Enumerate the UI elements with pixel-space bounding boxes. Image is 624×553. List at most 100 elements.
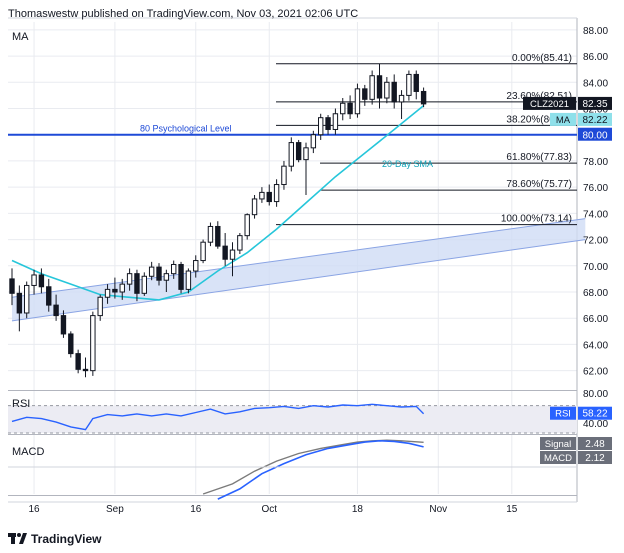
candle-body: [119, 283, 125, 293]
candle: [119, 278, 125, 300]
fib-level-label: 100.00%(73.14): [501, 214, 572, 225]
symbol-price: 82.35: [582, 99, 607, 110]
candle: [340, 98, 346, 121]
candle: [384, 77, 390, 104]
rsi-tick-label: 40.00: [583, 419, 608, 430]
candle: [332, 108, 339, 135]
tradingview-logo[interactable]: TradingView: [8, 532, 102, 546]
fib-level-label: 78.60%(75.77): [506, 179, 572, 190]
price-tick-label: 82.00: [583, 105, 608, 116]
candle-body: [398, 94, 405, 103]
psych-price-tag: [578, 127, 612, 141]
candle: [141, 272, 148, 296]
symbol-price-tag: [578, 96, 612, 110]
candle-body: [347, 102, 353, 115]
candlesticks: [9, 63, 427, 378]
fibonacci-levels: 0.00%(85.41) 23.60%(82.51) 38.20%(80.71) 61…: [276, 53, 577, 226]
candle: [318, 113, 324, 140]
candle-body: [171, 263, 177, 275]
candle: [31, 269, 37, 295]
candle: [193, 255, 199, 278]
candle: [244, 213, 250, 240]
time-tick-label: 15: [506, 504, 518, 515]
candle-body: [376, 75, 383, 99]
psychological-level: 80 Psychological Level: [8, 124, 577, 136]
tradingview-brand: TradingView: [31, 532, 102, 546]
candle: [16, 285, 23, 332]
symbol-name-tag: [523, 96, 576, 110]
candle-body: [156, 266, 162, 281]
candle-body: [288, 142, 295, 167]
candle-body: [332, 113, 339, 130]
candle: [354, 83, 361, 118]
macd-value-tag: [578, 451, 612, 464]
signal-name: Signal: [545, 439, 571, 450]
rsi-pane-label: RSI: [12, 398, 30, 410]
candle-body: [53, 304, 59, 317]
candle: [53, 294, 59, 321]
time-tick-label: 16: [28, 504, 40, 515]
price-tick-label: 76.00: [583, 183, 608, 194]
candle-body: [97, 296, 103, 317]
signal-name-tag: [540, 437, 576, 450]
candle-body: [237, 235, 243, 251]
price-tick-label: 84.00: [583, 78, 608, 89]
candle-body: [9, 278, 15, 294]
candle-body: [134, 273, 140, 294]
candle-body: [16, 292, 23, 314]
rsi-value-tag: [578, 406, 612, 420]
candle-body: [82, 368, 89, 372]
publish-header: Thomaswestw published on TradingView.com…: [8, 8, 358, 20]
candle-body: [310, 134, 317, 149]
candle: [273, 179, 280, 207]
candle-body: [200, 241, 206, 262]
fib-level-label: 0.00%(85.41): [512, 53, 572, 64]
candle-body: [340, 102, 346, 115]
candle-body: [193, 260, 199, 272]
candle: [347, 95, 353, 119]
candle: [207, 222, 214, 247]
candle: [104, 284, 111, 304]
sma-20-line: [11, 104, 425, 301]
candle-body: [406, 73, 412, 96]
candle-body: [215, 225, 221, 247]
candle: [362, 84, 368, 106]
channel-lower-line: [11, 239, 586, 322]
candle-body: [318, 117, 324, 136]
main-pane-label: MA: [12, 31, 29, 43]
candle-body: [303, 147, 309, 161]
signal-value: 2.48: [585, 439, 605, 450]
candle-body: [229, 249, 236, 260]
candle: [148, 261, 155, 281]
pane-borders: [8, 17, 578, 503]
candle: [281, 160, 287, 190]
candle-body: [273, 184, 280, 203]
candle-body: [104, 288, 111, 298]
psych-level-label: 80 Psychological Level: [140, 124, 232, 134]
price-tick-label: 70.00: [583, 262, 608, 273]
candle-body: [391, 81, 397, 103]
candle: [60, 310, 67, 338]
time-tick-label: Sep: [106, 504, 124, 515]
candle-body: [141, 275, 148, 294]
price-tick-label: 86.00: [583, 52, 608, 63]
candle: [68, 331, 74, 358]
macd-pane: Signal 2.48 MACD 2.12: [8, 437, 612, 500]
sma-price: 82.22: [582, 115, 607, 126]
candle: [259, 187, 265, 203]
candle: [200, 239, 206, 264]
sma-name: MA: [556, 115, 571, 126]
price-tick-label: 72.00: [583, 236, 608, 247]
candle: [376, 63, 383, 109]
candle-body: [325, 117, 331, 130]
candle: [229, 242, 236, 277]
candle-body: [295, 142, 302, 161]
rsi-tick-label: 80.00: [583, 389, 608, 400]
candle: [413, 70, 419, 100]
candle-body: [75, 353, 81, 370]
candle-body: [384, 81, 390, 99]
candle-body: [90, 315, 96, 372]
candle-body: [31, 274, 37, 286]
tradingview-logo-icon: [8, 533, 27, 544]
candle: [251, 195, 258, 219]
